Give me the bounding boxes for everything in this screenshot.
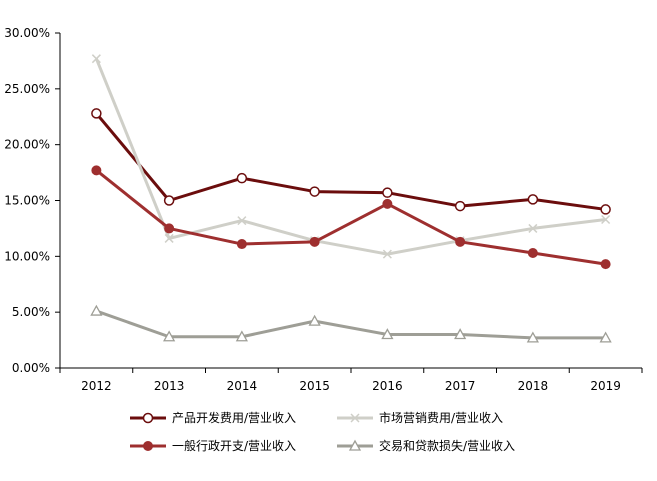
y-tick-label: 15.00% (4, 194, 50, 208)
y-tick-label: 10.00% (4, 249, 50, 263)
legend-item: 产品开发费用/营业收入 (130, 410, 296, 425)
data-point (308, 314, 321, 326)
x-tick-label: 2019 (590, 379, 621, 393)
data-point (236, 172, 248, 184)
x-tick-label: 2013 (154, 379, 185, 393)
data-point (163, 195, 175, 206)
data-point (164, 233, 174, 243)
x-tick-label: 2018 (518, 379, 549, 393)
data-point (527, 194, 539, 205)
x-tick-label: 2017 (445, 379, 476, 393)
data-point (90, 304, 103, 316)
data-point (236, 239, 247, 250)
legend-item: 交易和贷款损失/营业收入 (337, 438, 515, 453)
data-point (382, 249, 392, 259)
y-tick-label: 30.00% (4, 26, 50, 40)
legend-marker (143, 441, 153, 451)
data-point (382, 198, 393, 209)
y-axis: 0.00% 5.00% 10.00% 15.00% 20.00% 25.00% 30.00% (4, 26, 61, 375)
y-tick-label: 20.00% (4, 138, 50, 152)
data-point (601, 214, 611, 225)
data-point (382, 187, 393, 198)
data-point (164, 223, 175, 234)
series-line-2 (94, 58, 606, 256)
data-point (309, 236, 320, 247)
y-tick-label: 25.00% (4, 82, 50, 96)
series-line-4 (95, 309, 606, 340)
legend-item: 市场营销费用/营业收入 (337, 410, 503, 425)
data-point (526, 331, 539, 343)
series-line-3 (95, 169, 606, 266)
data-point (91, 165, 102, 176)
data-point (528, 223, 538, 233)
data-point (527, 247, 538, 258)
x-axis: 2012 2013 2014 2015 2016 2017 2018 2019 (59, 367, 643, 393)
data-point (454, 328, 467, 340)
data-point (309, 186, 320, 197)
data-point (455, 236, 466, 247)
legend-marker (348, 439, 362, 451)
legend-item: 一般行政开支/营业收入 (130, 438, 296, 453)
x-tick-label: 2012 (81, 379, 112, 393)
data-point (381, 328, 394, 340)
x-tick-label: 2014 (227, 379, 258, 393)
data-point (600, 204, 611, 215)
data-point (237, 216, 247, 226)
data-point (600, 259, 611, 270)
series-markers (90, 54, 612, 343)
data-point (454, 200, 466, 212)
data-point (91, 108, 102, 119)
x-tick-label: 2016 (372, 379, 403, 393)
y-tick-label: 0.00% (12, 361, 50, 375)
legend-label: 产品开发费用/营业收入 (172, 410, 296, 425)
data-point (163, 330, 176, 342)
series-line-1 (95, 112, 606, 211)
data-point (235, 330, 248, 342)
data-point (91, 54, 101, 64)
legend-marker (142, 412, 154, 424)
legend-marker (350, 413, 360, 423)
legend-label: 交易和贷款损失/营业收入 (379, 438, 515, 453)
series-lines (94, 58, 606, 340)
x-tick-label: 2015 (299, 379, 330, 393)
legend-label: 一般行政开支/营业收入 (172, 438, 296, 453)
legend-label: 市场营销费用/营业收入 (379, 410, 503, 425)
data-point (599, 331, 612, 343)
y-tick-label: 5.00% (12, 305, 50, 319)
